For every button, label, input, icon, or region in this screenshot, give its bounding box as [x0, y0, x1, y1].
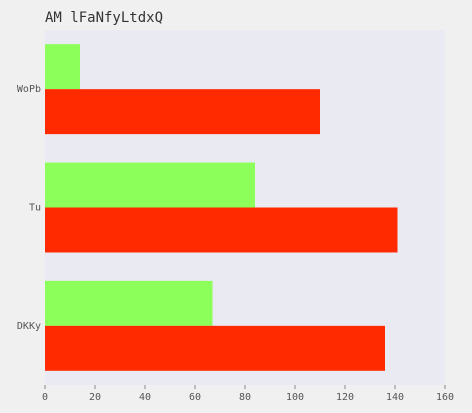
chart-title: AM lFaNfyLtdxQ [45, 10, 163, 26]
bar-wopb-series-2 [45, 89, 320, 135]
y-tick-label: DKKy [17, 321, 41, 332]
bar-dkky-series-1 [45, 280, 213, 326]
x-tick-label: 100 [286, 392, 304, 403]
x-tick-label: 140 [386, 392, 404, 403]
x-axis: 0 20 40 60 80 100 120 140 160 [42, 385, 454, 403]
x-tick-label: 20 [89, 392, 101, 403]
x-tick-label: 120 [336, 392, 354, 403]
bar-tu-series-2 [45, 207, 398, 253]
x-tick-label: 160 [436, 392, 454, 403]
bar-tu-series-1 [45, 162, 255, 208]
x-tick-label: 80 [239, 392, 251, 403]
x-tick-label: 60 [189, 392, 201, 403]
x-tick-label: 0 [42, 392, 48, 403]
x-tick-label: 40 [139, 392, 151, 403]
y-tick-label: Tu [29, 203, 41, 214]
bar-wopb-series-1 [45, 44, 80, 90]
y-axis: WoPb Tu DKKy [17, 84, 41, 332]
bars-group [45, 44, 398, 371]
bar-dkky-series-2 [45, 325, 385, 371]
y-tick-label: WoPb [17, 84, 41, 95]
